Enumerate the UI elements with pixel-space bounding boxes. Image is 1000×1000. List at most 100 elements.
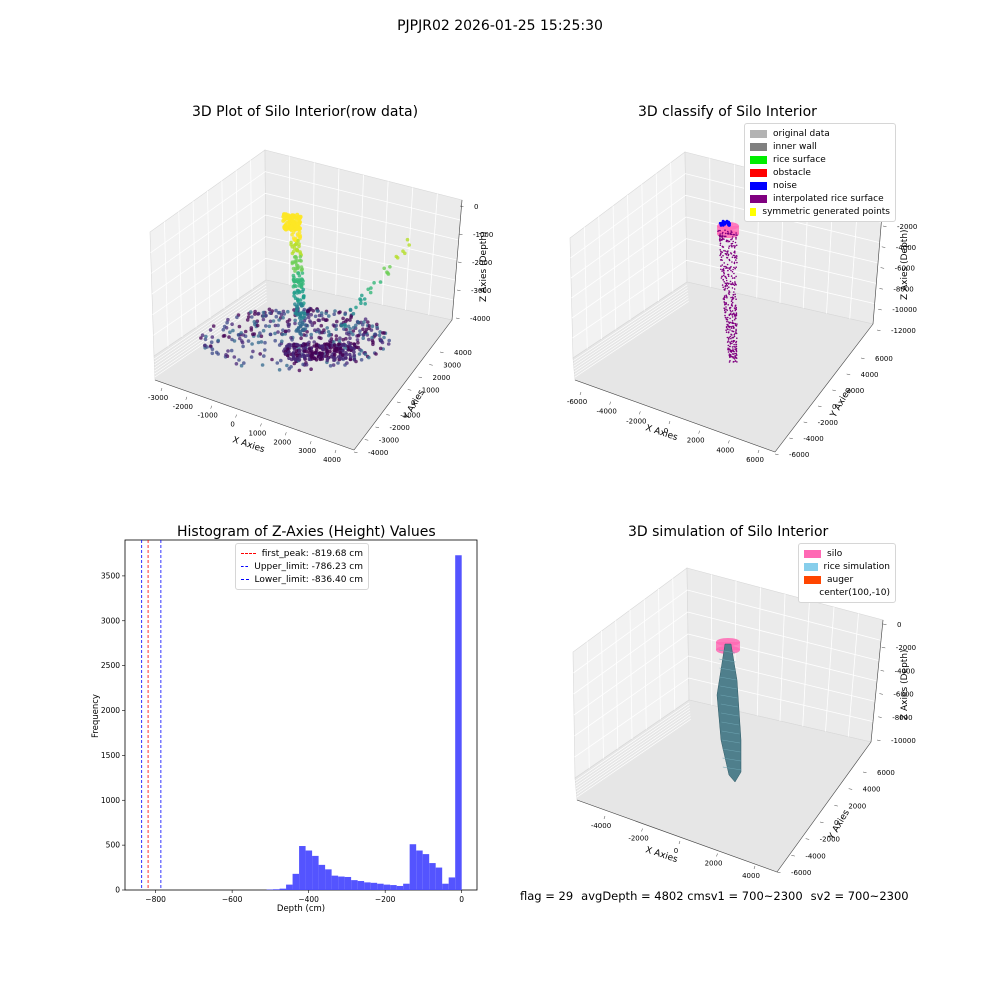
data-point: [306, 315, 311, 320]
noise-point: [723, 222, 727, 226]
data-point: [294, 357, 298, 362]
interpolated-point: [729, 356, 731, 359]
data-point: [322, 328, 326, 332]
data-point: [341, 337, 345, 342]
grid-line: [192, 201, 197, 328]
data-point: [341, 342, 346, 347]
data-point: [387, 338, 391, 343]
data-point: [299, 282, 304, 287]
data-point: [295, 263, 299, 267]
interpolated-point: [734, 315, 736, 318]
classify-z-tick-mark: [876, 329, 881, 331]
surface-mesh-line: [721, 721, 740, 726]
simulation-z-tick-label: -10000: [891, 737, 916, 745]
data-point: [253, 312, 257, 316]
grid-line: [756, 587, 761, 716]
data-point: [332, 352, 337, 357]
data-point: [331, 363, 336, 367]
interpolated-point: [723, 308, 726, 310]
grid-line: [672, 578, 676, 710]
data-point: [371, 340, 375, 344]
data-point: [359, 301, 363, 305]
data-point: [303, 342, 307, 347]
grid-line: [847, 613, 859, 737]
data-point: [338, 336, 342, 340]
raw-x-tick-label: 0: [230, 421, 234, 429]
raw-z-tick-label: -3000: [471, 287, 491, 295]
data-point: [240, 340, 245, 345]
histogram-x-label: Depth (cm): [277, 904, 325, 914]
data-point: [352, 347, 356, 351]
interpolated-point: [733, 358, 736, 360]
interpolated-point: [735, 354, 738, 356]
interpolated-point: [721, 259, 723, 261]
data-point: [222, 324, 227, 329]
grid-line: [586, 641, 590, 769]
data-point: [386, 342, 391, 346]
data-point: [268, 332, 273, 337]
data-point: [298, 348, 302, 352]
interpolated-point: [730, 275, 733, 277]
data-point: [309, 367, 313, 371]
interpolated-point: [728, 247, 730, 249]
raw-z-tick-mark: [458, 233, 463, 235]
interpolated-point: [727, 348, 730, 350]
interpolated-point: [731, 301, 734, 304]
data-point: [294, 308, 299, 313]
simulation-y-tick-mark: [862, 771, 867, 773]
data-point: [229, 348, 234, 353]
interpolated-point: [719, 240, 721, 242]
histogram-bar: [331, 875, 339, 890]
interpolated-point: [721, 251, 723, 253]
interpolated-point: [731, 321, 734, 324]
data-point: [378, 280, 383, 284]
interpolated-point: [733, 307, 736, 309]
data-point: [361, 327, 365, 331]
grid-line: [802, 600, 810, 727]
histogram-bar: [273, 889, 280, 890]
classify-z-tick-label: -6000: [895, 265, 915, 273]
classify-y-tick-mark: [774, 453, 779, 455]
data-point: [301, 295, 306, 300]
interpolated-point: [723, 302, 726, 304]
interpolated-point: [731, 277, 734, 279]
grid-line: [381, 181, 389, 306]
x-axis-line: [576, 799, 778, 873]
classify-x-tick-mark: [757, 449, 760, 454]
data-point: [367, 337, 371, 342]
data-point: [280, 339, 284, 344]
simulation-y-tick-label: 4000: [863, 786, 881, 794]
interpolated-point: [734, 360, 737, 362]
data-point: [309, 332, 313, 337]
interpolated-point: [730, 325, 732, 328]
interpolated-point: [731, 310, 734, 312]
noise-point: [718, 221, 722, 225]
raw-y-tick-label: -4000: [368, 449, 388, 457]
classify-z-axis-label: Z Axies (Depth): [900, 229, 910, 300]
data-point: [348, 352, 352, 357]
raw-x-tick-mark: [260, 423, 262, 427]
interpolated-point: [726, 328, 729, 330]
interpolated-point: [733, 272, 735, 275]
data-point: [301, 287, 306, 292]
data-point: [344, 352, 349, 357]
legend-symmetric: symmetric generated points: [750, 205, 890, 218]
y-tick-label: 1000: [101, 796, 120, 805]
classify-y-tick-mark: [817, 405, 822, 407]
histogram-bar: [409, 844, 417, 890]
simulation-plot-title: 3D simulation of Silo Interior: [628, 524, 829, 540]
interpolated-point: [733, 350, 735, 353]
surface-mesh-line: [718, 649, 736, 654]
data-point: [363, 317, 368, 321]
interpolated-point: [728, 361, 731, 363]
interpolated-point: [733, 251, 735, 253]
simulation-z-axis-label: Z Axies (Depth): [900, 649, 910, 720]
legend-interpolated: interpolated rice surface: [750, 192, 890, 205]
data-point: [346, 348, 351, 352]
simulation-x-tick-label: -4000: [591, 822, 611, 830]
grid-line: [178, 211, 183, 338]
data-point: [293, 321, 297, 326]
simulation-z-tick-mark: [882, 623, 887, 625]
data-point: [297, 368, 302, 373]
interpolated-point: [734, 346, 736, 348]
